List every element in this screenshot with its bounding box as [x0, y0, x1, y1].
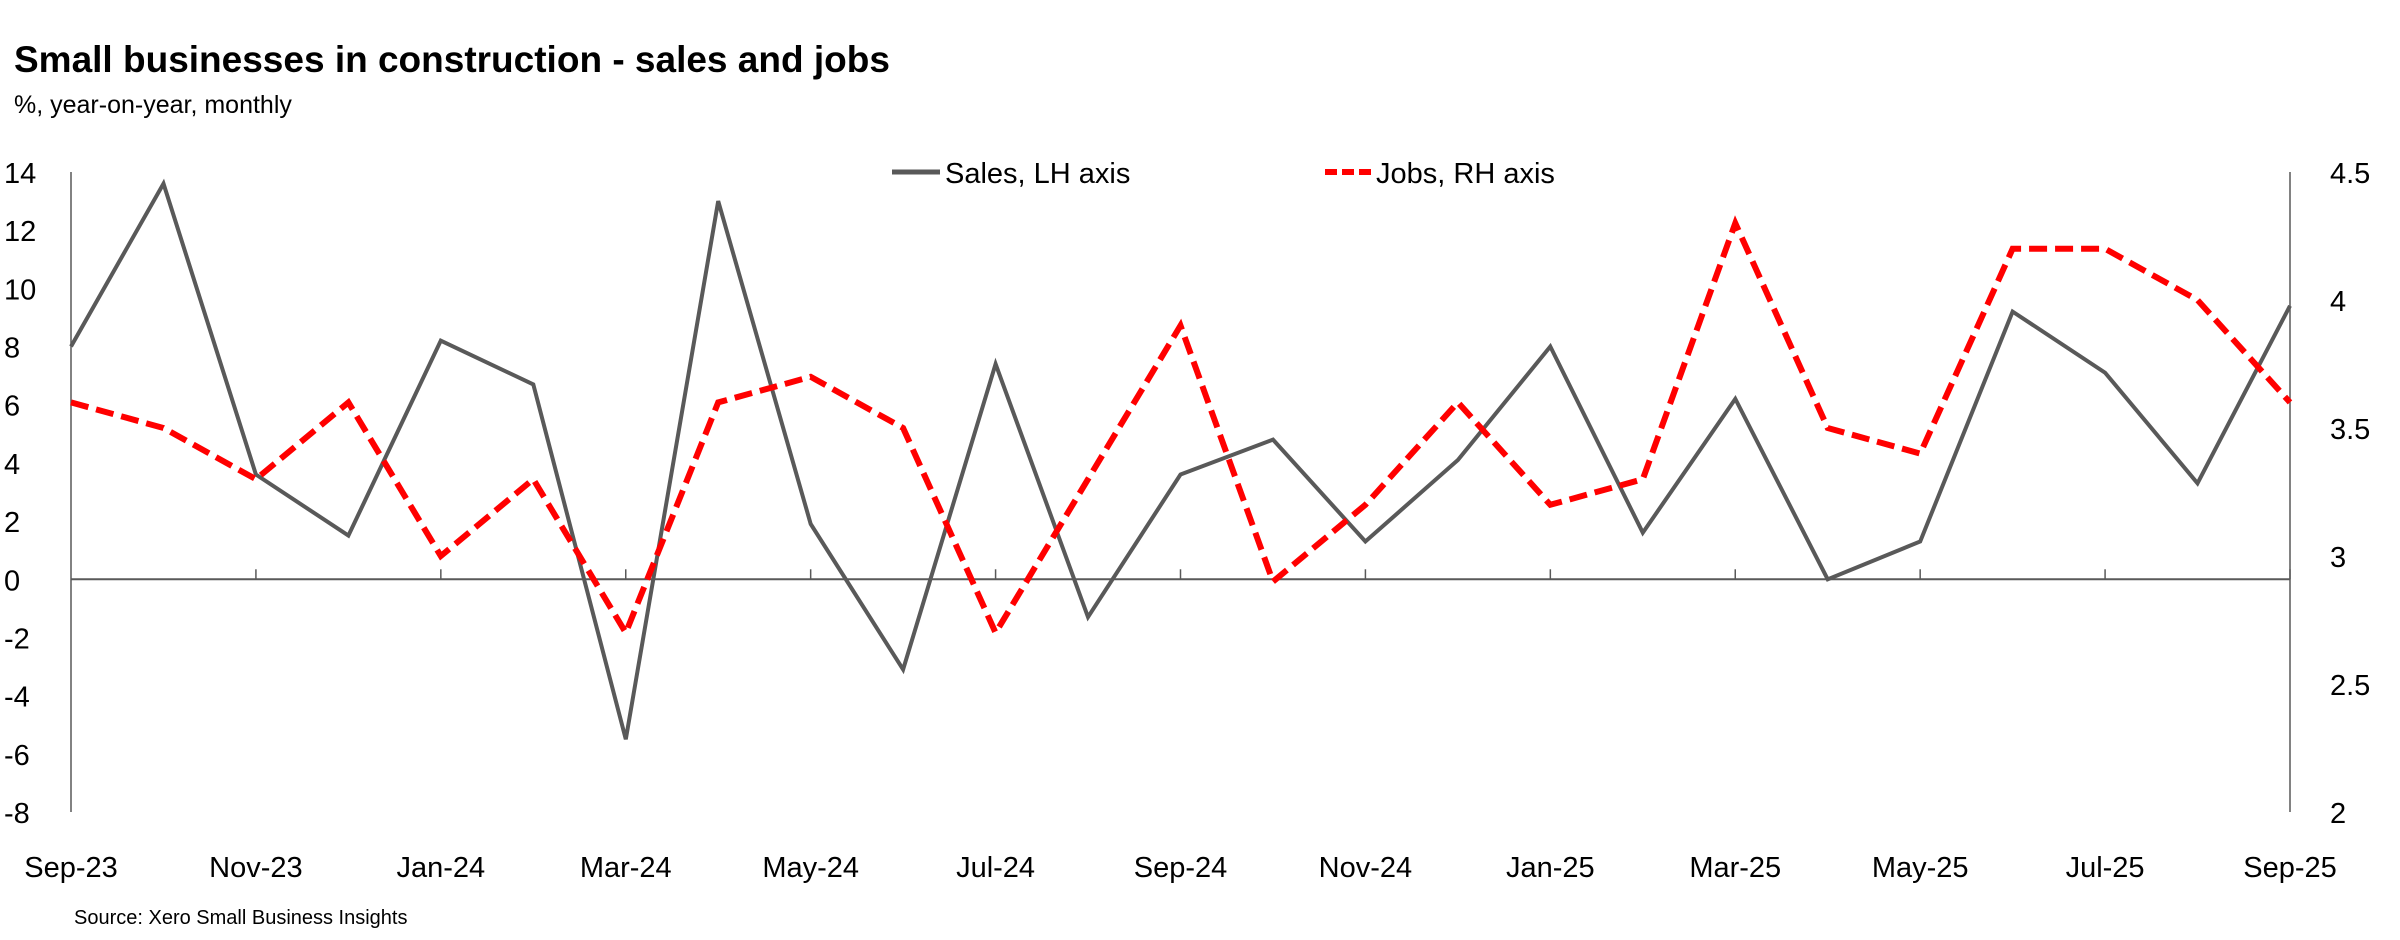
- x-tick-label: Nov-23: [209, 852, 303, 884]
- y-left-tick-label: -4: [4, 682, 30, 714]
- chart-subtitle: %, year-on-year, monthly: [14, 91, 292, 119]
- x-tick-label: May-24: [762, 852, 859, 884]
- x-tick-label: Jan-24: [396, 852, 485, 884]
- y-right-tick-label: 2.5: [2330, 670, 2370, 702]
- y-left-tick-label: 8: [4, 333, 20, 365]
- y-left-tick-label: -2: [4, 623, 30, 655]
- sales-line: [69, 178, 2292, 740]
- x-tick-label: Sep-25: [2243, 852, 2337, 884]
- y-left-tick-label: 12: [4, 216, 36, 248]
- y-right-tick-label: 3: [2330, 542, 2346, 574]
- y-left-tick-label: 14: [4, 158, 36, 190]
- x-tick-label: Sep-23: [24, 852, 118, 884]
- legend-sales-label: Sales, LH axis: [945, 158, 1130, 190]
- legend-jobs-label: Jobs, RH axis: [1376, 158, 1555, 190]
- y-left-tick-label: 10: [4, 274, 36, 306]
- x-tick-label: Mar-24: [580, 852, 672, 884]
- legend: Sales, LH axis Jobs, RH axis: [892, 158, 1555, 190]
- x-tick-label: Sep-24: [1134, 852, 1228, 884]
- y-left-tick-label: 6: [4, 391, 20, 423]
- y-right-tick-label: 4: [2330, 286, 2346, 318]
- x-tick-label: Jul-25: [2066, 852, 2145, 884]
- source-note: Source: Xero Small Business Insights: [74, 907, 408, 929]
- y-right-tick-label: 4.5: [2330, 158, 2370, 190]
- x-tick-label: Mar-25: [1689, 852, 1781, 884]
- x-tick-label: Jan-25: [1506, 852, 1595, 884]
- y-left-tick-label: -8: [4, 798, 30, 830]
- x-tick-label: Jul-24: [956, 852, 1035, 884]
- y-right-tick-label: 3.5: [2330, 414, 2370, 446]
- y-left-tick-label: -6: [4, 740, 30, 772]
- x-tick-label: Nov-24: [1319, 852, 1413, 884]
- y-left-tick-label: 2: [4, 507, 20, 539]
- y-right-tick-label: 2: [2330, 798, 2346, 830]
- x-tick-label: May-25: [1872, 852, 1969, 884]
- y-left-tick-label: 4: [4, 449, 20, 481]
- chart-title: Small businesses in construction - sales…: [14, 39, 890, 80]
- y-left-tick-label: 0: [4, 565, 20, 597]
